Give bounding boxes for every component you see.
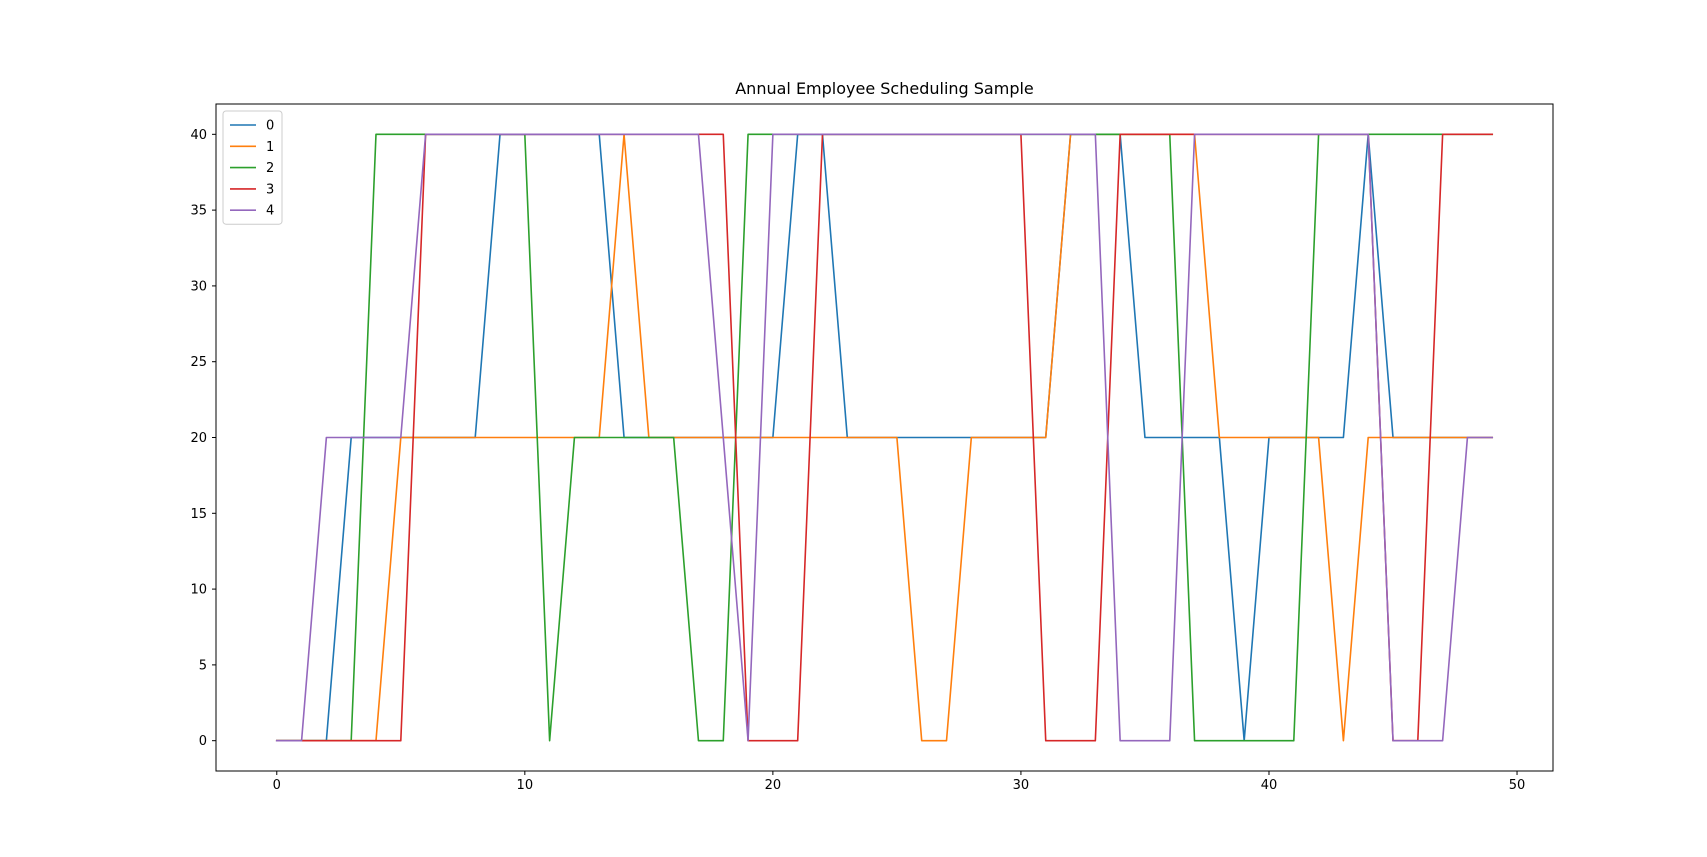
x-tick-label: 50: [1509, 778, 1526, 793]
legend: 0 1 2 3 4: [222, 110, 283, 225]
y-tick-label: 20: [190, 431, 207, 446]
x-tick-label: 40: [1261, 778, 1278, 793]
legend-label-1: 1: [266, 140, 274, 155]
x-tick-label: 30: [1013, 778, 1030, 793]
x-axis: 0 10 20 30 40 50: [273, 771, 1526, 793]
legend-label-3: 3: [266, 182, 274, 197]
legend-label-0: 0: [266, 119, 274, 134]
y-tick-label: 0: [199, 734, 207, 749]
chart-title: Annual Employee Scheduling Sample: [735, 79, 1034, 98]
y-axis: 0 5 10 15 20 25 30 35 40: [190, 128, 216, 749]
y-tick-label: 25: [190, 355, 207, 370]
y-tick-label: 15: [190, 507, 207, 522]
y-tick-label: 40: [190, 128, 207, 143]
series-line-4: [275, 133, 1494, 742]
series-line-1: [275, 133, 1494, 742]
legend-label-4: 4: [266, 204, 274, 219]
y-tick-label: 30: [190, 279, 207, 294]
x-tick-label: 0: [273, 778, 281, 793]
y-tick-label: 10: [190, 583, 207, 598]
legend-label-2: 2: [266, 161, 274, 176]
y-tick-label: 35: [190, 204, 207, 219]
y-tick-label: 5: [199, 658, 207, 673]
series-layer: [275, 133, 1494, 742]
x-tick-label: 10: [517, 778, 534, 793]
x-tick-label: 20: [765, 778, 782, 793]
